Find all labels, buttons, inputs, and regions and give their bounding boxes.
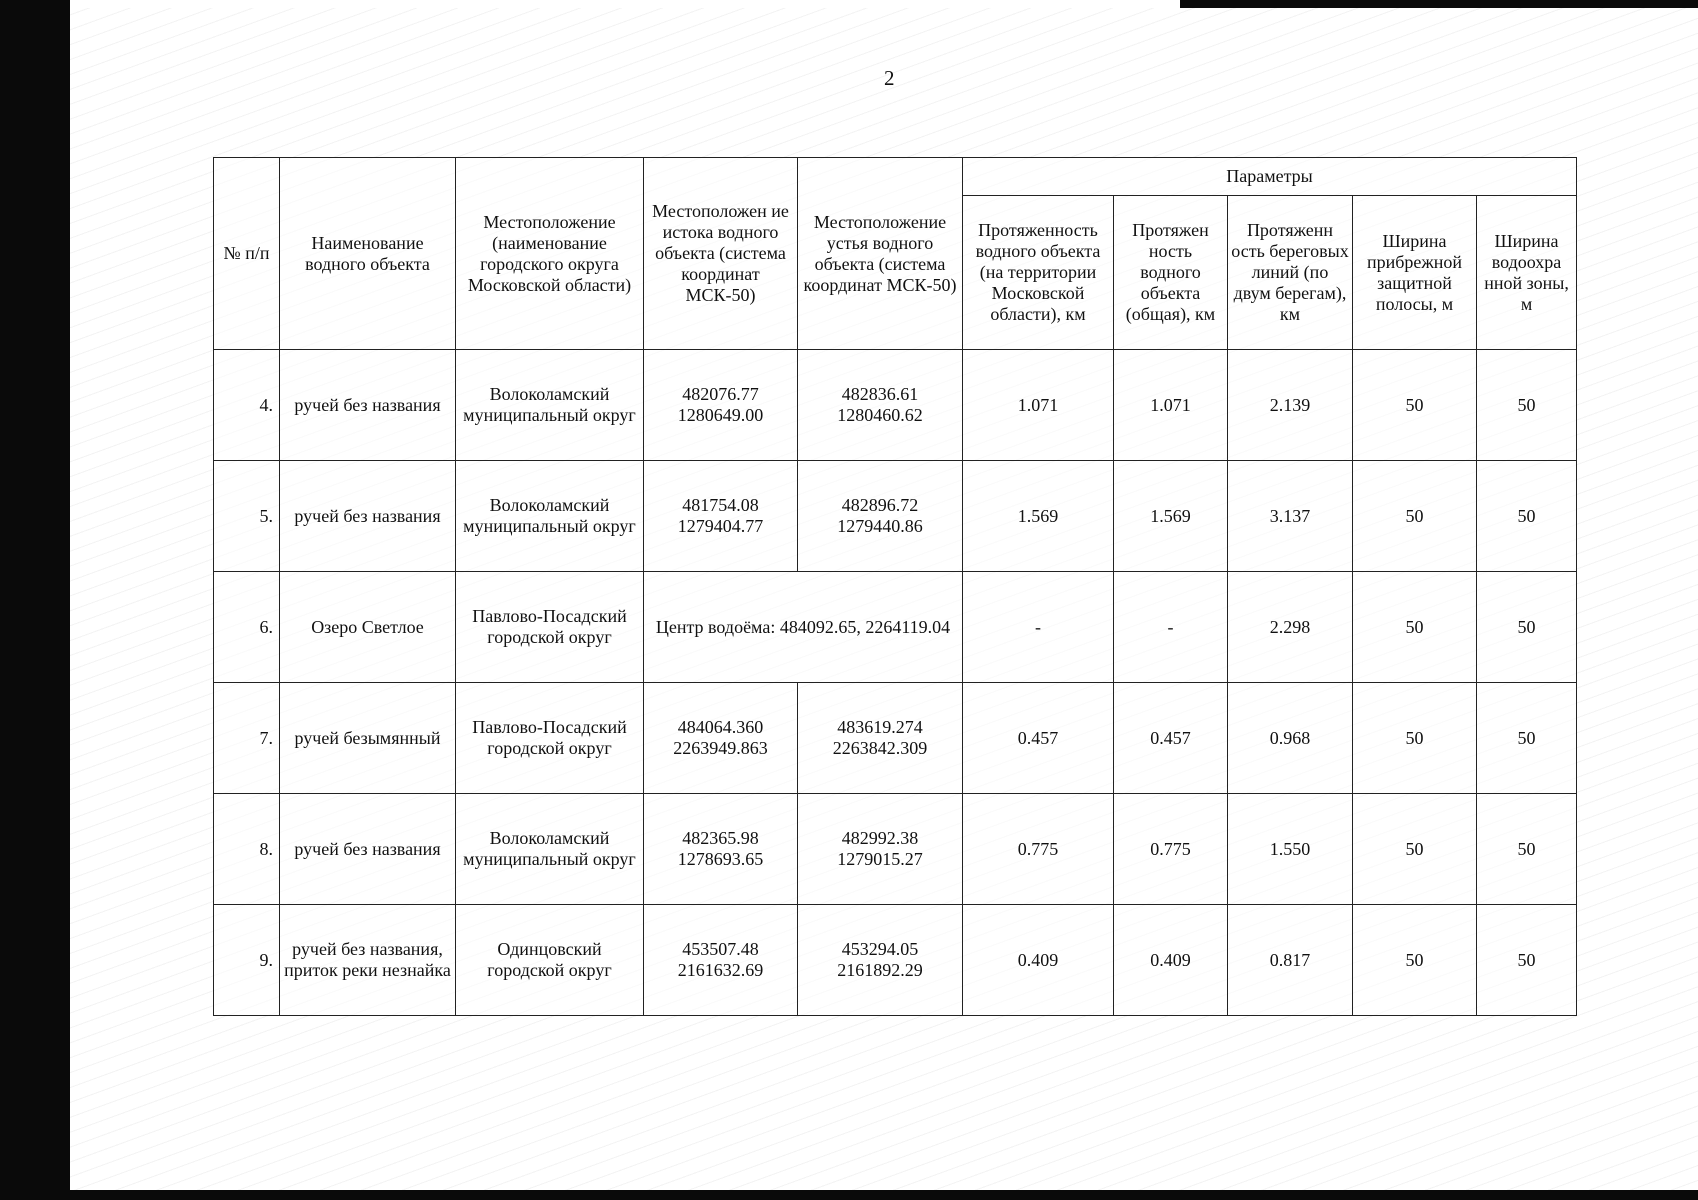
cell-name: ручей без названия, приток реки незнайка: [279, 904, 456, 1016]
cell-coastal-strip: 50: [1352, 349, 1477, 461]
cell-coastal-strip: 50: [1352, 793, 1477, 905]
cell-water-zone: 50: [1475, 904, 1578, 1016]
cell-mouth: 482896.72 1279440.86: [797, 460, 963, 572]
cell-length-region: 0.775: [962, 793, 1114, 905]
cell-source: 482365.98 1278693.65: [643, 793, 798, 905]
cell-shoreline: 2.298: [1227, 571, 1353, 683]
cell-shoreline: 0.968: [1227, 682, 1353, 794]
cell-num: 4.: [213, 349, 280, 461]
scan-border-left: [0, 0, 70, 1200]
cell-location: Павлово-Посадский городской округ: [455, 682, 644, 794]
cell-length-region: 1.569: [962, 460, 1114, 572]
cell-length-region: -: [962, 571, 1114, 683]
header-length-region: Протяженность водного объекта (на террит…: [962, 195, 1114, 350]
scan-border-bottom: [0, 1190, 1698, 1200]
cell-location: Волоколамский муниципальный округ: [455, 349, 644, 461]
cell-coastal-strip: 50: [1352, 571, 1477, 683]
cell-mouth: 482836.61 1280460.62: [797, 349, 963, 461]
header-source: Местоположен ие истока водного объекта (…: [643, 157, 798, 350]
cell-location: Волоколамский муниципальный округ: [455, 793, 644, 905]
cell-shoreline: 3.137: [1227, 460, 1353, 572]
cell-coastal-strip: 50: [1352, 460, 1477, 572]
cell-length-region: 0.457: [962, 682, 1114, 794]
table-row: 6. Озеро Светлое Павлово-Посадский городск…: [213, 571, 1578, 683]
header-shoreline: Протяженн ость береговых линий (по двум …: [1227, 195, 1353, 350]
cell-water-zone: 50: [1475, 571, 1578, 683]
cell-length-total: 1.569: [1113, 460, 1228, 572]
cell-num: 6.: [213, 571, 280, 683]
cell-mouth: 482992.38 1279015.27: [797, 793, 963, 905]
water-objects-table: № п/п Наименование водного объекта Место…: [213, 157, 1578, 1016]
cell-mouth: 483619.274 2263842.309: [797, 682, 963, 794]
header-name: Наименование водного объекта: [279, 157, 456, 350]
table-row: 5. ручей без названия Волоколамский муници…: [213, 460, 1578, 572]
cell-location: Одинцовский городской округ: [455, 904, 644, 1016]
header-num: № п/п: [213, 157, 280, 350]
cell-source: 481754.08 1279404.77: [643, 460, 798, 572]
cell-length-total: 0.775: [1113, 793, 1228, 905]
cell-length-region: 1.071: [962, 349, 1114, 461]
header-subrow: Протяженность водного объекта (на террит…: [214, 195, 1578, 350]
cell-length-total: 1.071: [1113, 349, 1228, 461]
cell-num: 5.: [213, 460, 280, 572]
cell-center-coordinates: Центр водоёма: 484092.65, 2264119.04: [643, 571, 963, 683]
cell-length-total: 0.409: [1113, 904, 1228, 1016]
table-row: 4. ручей без названия Волоколамский муници…: [213, 349, 1578, 461]
cell-location: Волоколамский муниципальный округ: [455, 460, 644, 572]
cell-water-zone: 50: [1475, 349, 1578, 461]
header-location: Местоположение (наименование городского …: [455, 157, 644, 350]
cell-source: 484064.360 2263949.863: [643, 682, 798, 794]
cell-shoreline: 0.817: [1227, 904, 1353, 1016]
header-length-total: Протяжен ность водного объекта (общая), …: [1113, 195, 1228, 350]
table-row: 7. ручей безымянный Павлово-Посадский горо…: [213, 682, 1578, 794]
cell-name: ручей безымянный: [279, 682, 456, 794]
cell-length-total: 0.457: [1113, 682, 1228, 794]
cell-num: 8.: [213, 793, 280, 905]
cell-num: 9.: [213, 904, 280, 1016]
header-mouth: Местоположение устья водного объекта (си…: [797, 157, 963, 350]
cell-name: ручей без названия: [279, 460, 456, 572]
cell-name: Озеро Светлое: [279, 571, 456, 683]
header-params: Параметры: [961, 157, 1578, 196]
cell-coastal-strip: 50: [1352, 904, 1477, 1016]
cell-name: ручей без названия: [279, 793, 456, 905]
cell-water-zone: 50: [1475, 460, 1578, 572]
cell-num: 7.: [213, 682, 280, 794]
cell-mouth: 453294.05 2161892.29: [797, 904, 963, 1016]
table-row: 9. ручей без названия, приток реки незнай…: [213, 904, 1578, 1016]
cell-shoreline: 1.550: [1227, 793, 1353, 905]
cell-length-total: -: [1113, 571, 1228, 683]
table-row: 8. ручей без названия Волоколамский муници…: [213, 793, 1578, 905]
header-water-zone: Ширина водоохра нной зоны, м: [1475, 195, 1578, 350]
cell-location: Павлово-Посадский городской округ: [455, 571, 644, 683]
header-coastal-strip: Ширина прибрежной защитной полосы, м: [1352, 195, 1477, 350]
cell-length-region: 0.409: [962, 904, 1114, 1016]
cell-coastal-strip: 50: [1352, 682, 1477, 794]
cell-name: ручей без названия: [279, 349, 456, 461]
cell-source: 482076.77 1280649.00: [643, 349, 798, 461]
cell-water-zone: 50: [1475, 682, 1578, 794]
header-row: № п/п Наименование водного объекта Место…: [213, 157, 1578, 350]
scan-border-top: [1180, 0, 1698, 8]
cell-water-zone: 50: [1475, 793, 1578, 905]
cell-shoreline: 2.139: [1227, 349, 1353, 461]
cell-source: 453507.48 2161632.69: [643, 904, 798, 1016]
page-number: 2: [884, 66, 895, 90]
